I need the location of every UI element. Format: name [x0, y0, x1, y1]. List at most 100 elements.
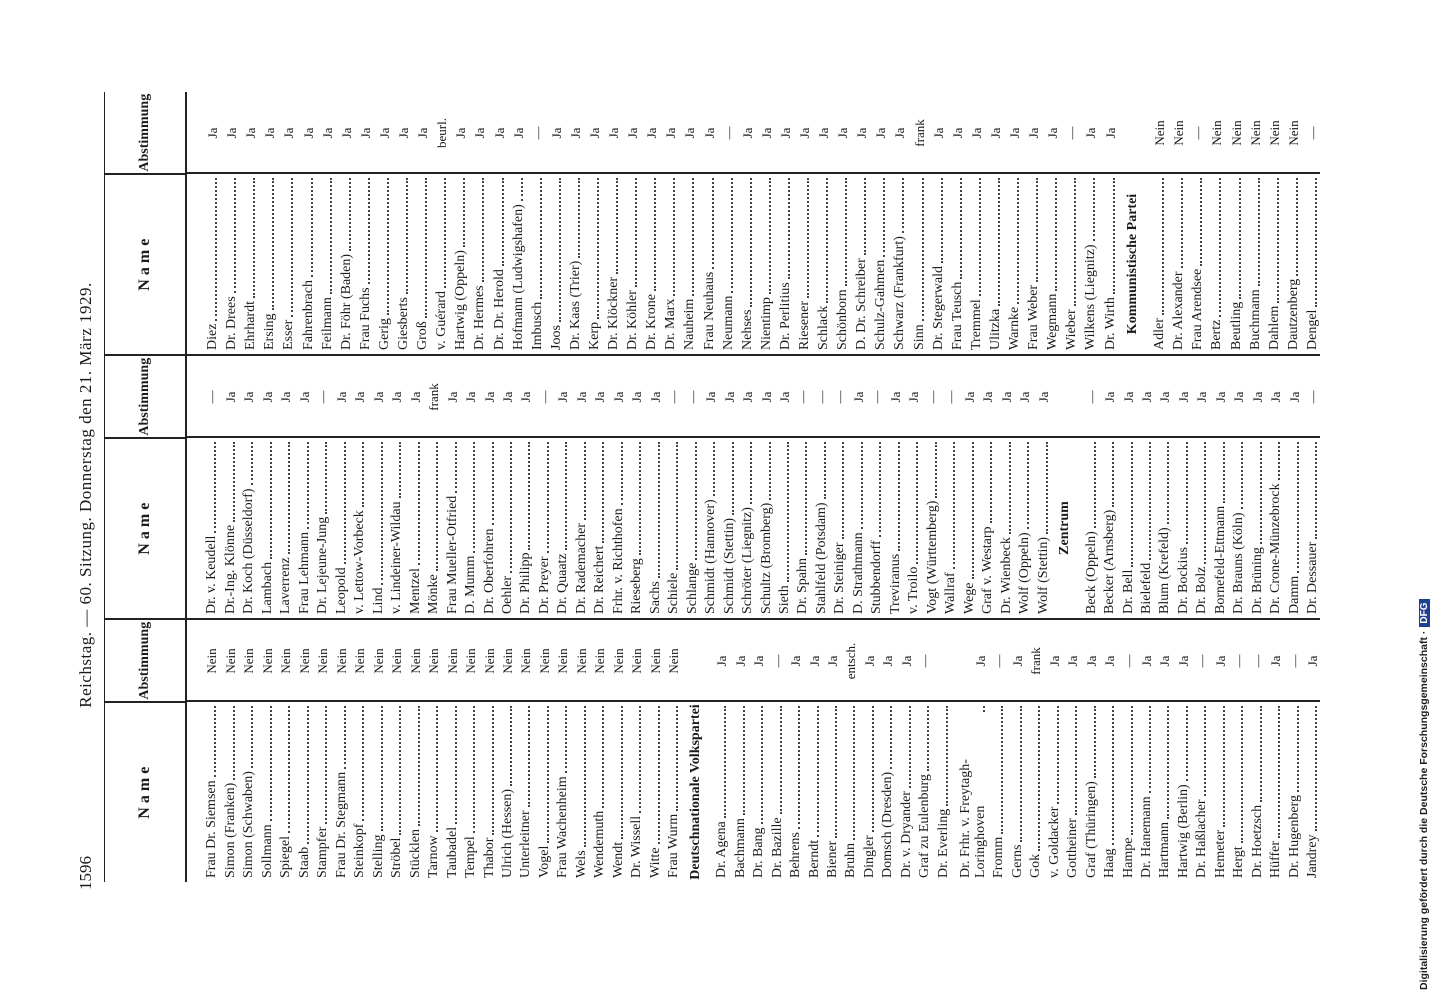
name-cell: Wendemuth — [592, 702, 607, 882]
vote: — — [315, 390, 331, 404]
vote: Nein — [370, 648, 386, 674]
member-name: Schmidt (Stettin) — [721, 517, 737, 614]
side-note-text: Digitalisierung gefördert durch die Deut… — [1418, 630, 1430, 990]
member-row: D. Dr. Schreiber Ja — [850, 92, 869, 354]
member-name: Joos — [548, 325, 564, 350]
vote-cell: Ja — [906, 356, 921, 438]
vote: Ja — [352, 391, 368, 403]
vote: Nein — [241, 648, 257, 674]
vote-cell: Ja — [892, 92, 907, 174]
dot-leader — [750, 442, 753, 505]
name-cell: Frau Neuhaus — [702, 174, 717, 354]
vote-cell: Ja — [549, 92, 564, 174]
vote-cell: Ja — [1176, 356, 1191, 438]
member-row: Dr. v. Keudell — — [201, 356, 219, 618]
vote-cell: Ja — [663, 92, 678, 174]
vote: Ja — [1065, 655, 1081, 667]
name-cell: Tempel — [463, 702, 478, 882]
name-cell: Wendt — [611, 702, 626, 882]
dot-leader — [1241, 442, 1244, 510]
vote: Nein — [573, 648, 589, 674]
vote: Ja — [1007, 127, 1023, 139]
dot-leader — [1259, 442, 1262, 545]
vote: Nein — [555, 648, 571, 674]
dot-leader — [749, 178, 752, 307]
member-row: Rieseberg Ja — [626, 356, 644, 618]
vote-cell: Nein — [463, 620, 478, 702]
dot-leader — [596, 178, 599, 319]
vote-cell: Ja — [1084, 620, 1099, 702]
member-name: Frau Mueller-Otfried — [444, 495, 460, 614]
name-cell: Frau Mueller-Otfried — [445, 438, 460, 618]
name-cell: Bachmann — [733, 702, 748, 882]
dot-leader — [620, 442, 623, 506]
dot-leader — [343, 442, 346, 565]
member-row: Dr. Frhr. v. Freytagh-Loringhoven Ja — [951, 620, 988, 882]
member-name: Simon (Schwaben) — [241, 771, 257, 878]
vote: Ja — [825, 655, 841, 667]
member-row: Dr. Steiniger — — [829, 356, 847, 618]
dot-leader — [676, 706, 679, 811]
vote-cell: Ja — [807, 620, 822, 702]
member-row: Bertz Nein — [1205, 92, 1224, 354]
member-row: Dr. Reichert Ja — [589, 356, 607, 618]
dot-leader — [724, 706, 727, 819]
dot-leader — [1112, 442, 1115, 507]
member-name: Dr. Hugenberg — [1286, 795, 1302, 878]
member-name: v. Troilo — [906, 566, 922, 614]
vote: — — [795, 390, 811, 404]
dot-leader — [399, 442, 402, 499]
document-page: 1596 Reichstag. — 60. Sitzung. Donnersta… — [70, 90, 1350, 910]
name-cell: Wieber — [1064, 174, 1079, 354]
column-body: Diez Ja Dr. Drees Ja Ehrhardt Ja Ersing Ja Esser… — [187, 92, 1320, 354]
vote: Ja — [1175, 391, 1191, 403]
vote: — — [1120, 654, 1136, 668]
vote-cell: Ja — [625, 92, 640, 174]
member-row: Tempel Nein — [460, 620, 478, 882]
member-row: Ulitzka Ja — [984, 92, 1003, 354]
member-name: Schönborn — [835, 289, 851, 350]
party-heading: Zentrum — [1057, 501, 1073, 555]
dot-leader — [362, 706, 365, 821]
vote: Ja — [205, 127, 221, 139]
member-row: Schönborn Ja — [831, 92, 850, 354]
member-name: Dr. v. Dryander — [898, 791, 914, 878]
name-cell: Simon (Franken) — [223, 702, 238, 882]
vote: Ja — [625, 127, 641, 139]
vote: Ja — [644, 127, 660, 139]
vote-cell: Ja — [1305, 620, 1320, 702]
member-name: Ströbel — [389, 837, 405, 878]
name-cell: Dr. Haßlacher — [1194, 702, 1209, 882]
vote-cell: Ja — [777, 356, 792, 438]
dot-leader — [232, 706, 235, 780]
vote-cell: Ja — [899, 620, 914, 702]
dot-leader — [509, 442, 512, 573]
vote: Ja — [606, 127, 622, 139]
dot-leader — [853, 706, 856, 840]
name-cell: Haag — [1102, 702, 1117, 882]
vote-cell: Ja — [320, 92, 335, 174]
member-name: Dr. Krone — [644, 294, 660, 350]
dot-leader — [816, 706, 819, 837]
vote: — — [943, 390, 959, 404]
party-heading: Deutschnationale Volkspartei — [687, 704, 703, 880]
name-cell: Esser — [281, 174, 296, 354]
member-row: Frau Dr. Siemsen Nein — [201, 620, 219, 882]
dot-leader — [657, 442, 660, 579]
name-cell: Frau Dr. Stegmann — [334, 702, 349, 882]
vote-cell: Ja — [682, 92, 697, 174]
member-name: Wendt — [610, 841, 626, 878]
vote: Ja — [548, 127, 564, 139]
member-name: Bornefeld-Ettmann — [1212, 505, 1228, 614]
vote-cell: Ja — [453, 92, 468, 174]
member-name: Dr. Lejeune-Jung — [315, 516, 331, 614]
member-name: Beutling — [1228, 301, 1244, 350]
vote-cell: — — [685, 356, 700, 438]
member-row: Gottheiner Ja — [1062, 620, 1080, 882]
member-row: Wilkens (Liegnitz) Ja — [1079, 92, 1098, 354]
member-name: Graf (Thüringen) — [1083, 781, 1099, 878]
dot-leader — [528, 706, 531, 808]
member-row: Lind Ja — [367, 356, 386, 618]
name-cell: Frau Wurm — [666, 702, 681, 882]
vote-cell: Ja — [1047, 620, 1062, 702]
